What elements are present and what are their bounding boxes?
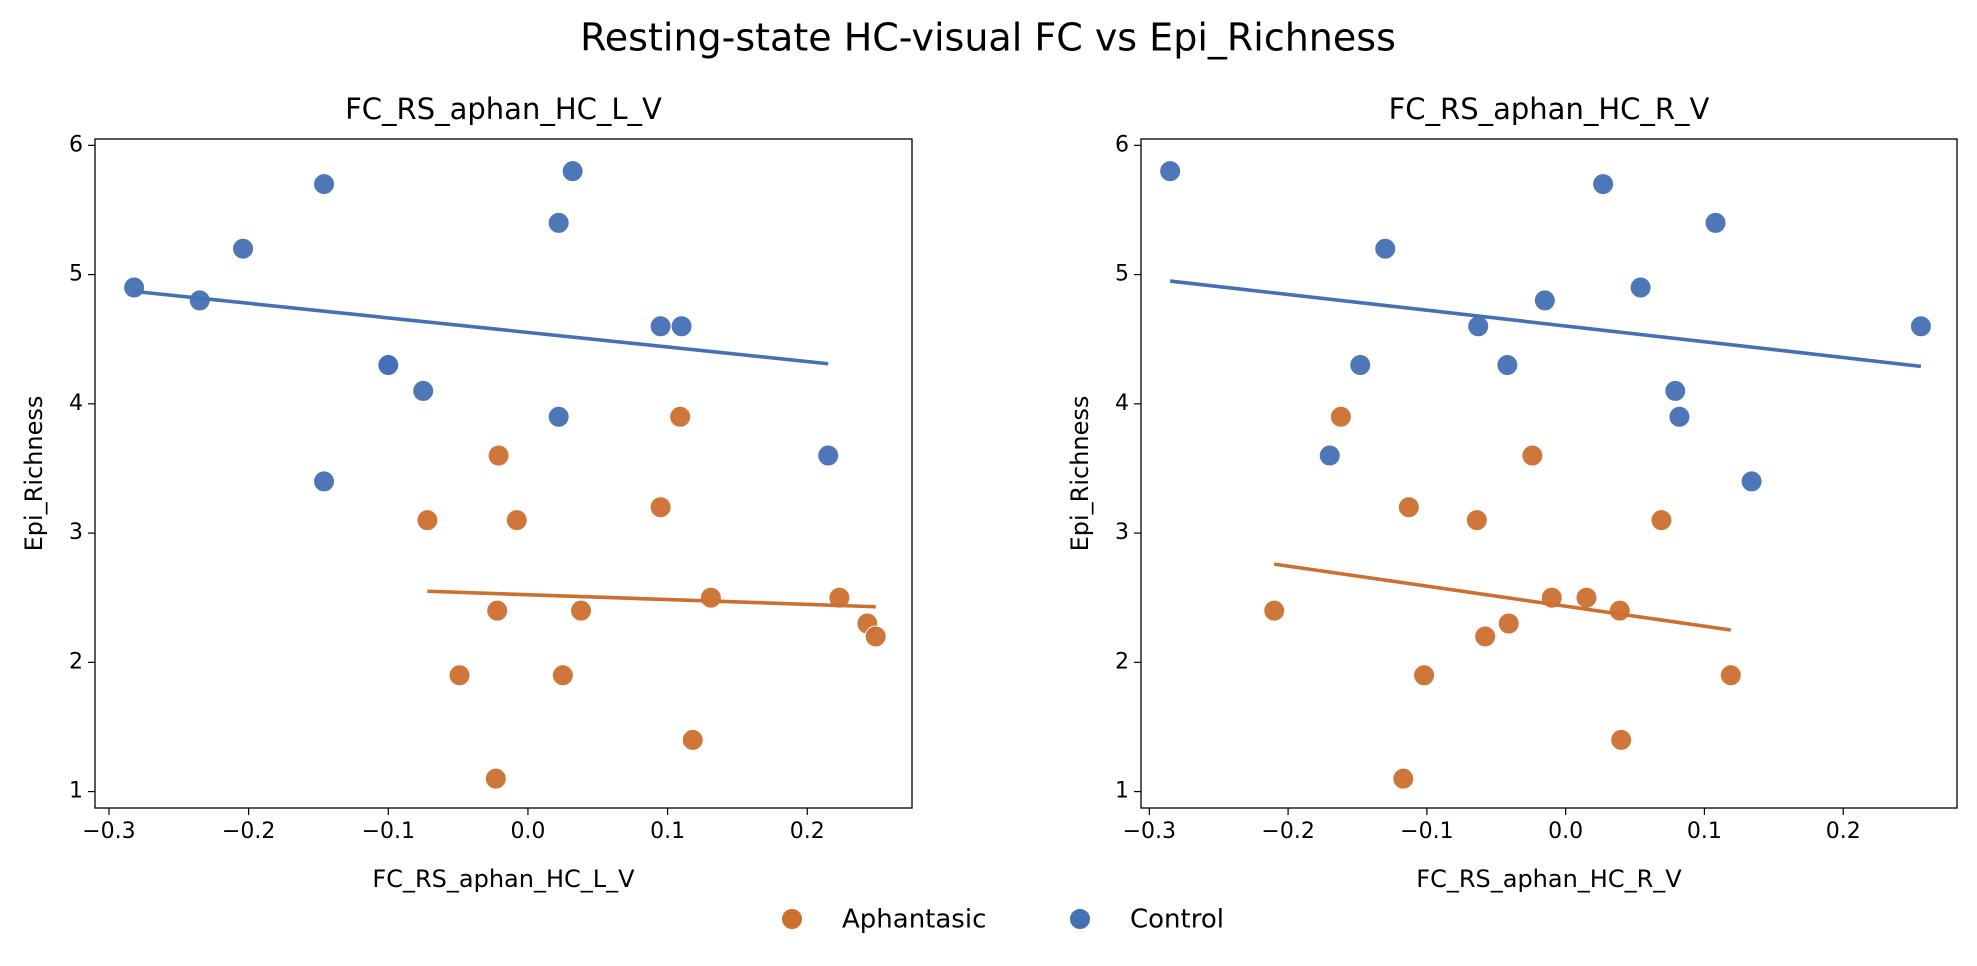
y-tick-label: 6 [69, 132, 83, 157]
regression-line [1273, 562, 1732, 632]
data-point [828, 586, 851, 609]
data-point [448, 664, 471, 687]
y-tick-label: 5 [1115, 262, 1129, 287]
data-point [313, 470, 336, 493]
data-point [486, 599, 509, 622]
subplot-title: FC_RS_aphan_HC_R_V [1389, 92, 1710, 126]
data-point [487, 444, 510, 467]
y-tick-label: 4 [69, 391, 83, 416]
x-axis-label: FC_RS_aphan_HC_L_V [372, 865, 635, 893]
data-point [1374, 237, 1397, 260]
x-tick-label: 0.1 [1687, 819, 1722, 844]
data-point [1909, 315, 1932, 338]
x-tick-label: 0.1 [650, 819, 685, 844]
y-tick-label: 1 [69, 779, 83, 804]
data-point [561, 160, 584, 183]
data-point [377, 354, 400, 377]
y-tick-label: 6 [1115, 132, 1129, 157]
data-point [1719, 664, 1742, 687]
data-point [1740, 470, 1763, 493]
y-tick-label: 1 [1115, 779, 1129, 804]
data-point [1629, 276, 1652, 299]
y-tick-label: 2 [69, 649, 83, 674]
data-point [1397, 496, 1420, 519]
data-point [1497, 612, 1520, 635]
data-point [313, 173, 336, 196]
x-tick-label: −0.3 [1123, 819, 1176, 844]
data-point [1610, 728, 1633, 751]
x-tick-label: 0.2 [790, 819, 825, 844]
data-point [1608, 599, 1631, 622]
data-point [484, 767, 507, 790]
figure-title: Resting-state HC-visual FC vs Epi_Richne… [580, 16, 1396, 60]
data-point [670, 315, 693, 338]
data-point [1349, 354, 1372, 377]
data-point [1263, 599, 1286, 622]
data-point [1413, 664, 1436, 687]
data-point [1704, 211, 1727, 234]
data-point [1664, 379, 1687, 402]
legend-label: Aphantasic [842, 905, 986, 935]
data-point [817, 444, 840, 467]
regression-line [427, 589, 876, 609]
legend-label: Control [1130, 905, 1224, 935]
data-point [547, 405, 570, 428]
x-tick-label: −0.2 [222, 819, 275, 844]
data-point [570, 599, 593, 622]
data-point [649, 496, 672, 519]
subplot-title: FC_RS_aphan_HC_L_V [345, 92, 662, 126]
data-point [1318, 444, 1341, 467]
regression-line [133, 289, 829, 366]
data-point [551, 664, 574, 687]
data-point [1575, 586, 1598, 609]
plot-frame [1140, 138, 1958, 809]
y-tick-label: 5 [69, 262, 83, 287]
regression-line [1169, 279, 1922, 369]
y-tick-label: 2 [1115, 649, 1129, 674]
subplot: FC_RS_aphan_HC_L_V FC_RS_aphan_HC_L_V Epi_… [20, 92, 913, 893]
x-tick-label: −0.1 [362, 819, 415, 844]
data-point [864, 625, 887, 648]
y-tick-label: 3 [1115, 520, 1129, 545]
data-point [547, 211, 570, 234]
data-point [1592, 173, 1615, 196]
data-point [1668, 405, 1691, 428]
x-tick-label: 0.2 [1826, 819, 1861, 844]
data-point [1474, 625, 1497, 648]
y-axis-label: Epi_Richness [1066, 396, 1094, 552]
data-point [699, 586, 722, 609]
data-point [1159, 160, 1182, 183]
data-point [1533, 289, 1556, 312]
data-point [1467, 315, 1490, 338]
data-point [649, 315, 672, 338]
x-axis-label: FC_RS_aphan_HC_R_V [1416, 865, 1682, 893]
data-point [416, 509, 439, 532]
x-tick-label: −0.1 [1400, 819, 1453, 844]
data-point [1329, 405, 1352, 428]
x-tick-label: −0.3 [82, 819, 135, 844]
plot-frame [94, 138, 913, 809]
data-point [412, 379, 435, 402]
data-point [1496, 354, 1519, 377]
data-point [505, 509, 528, 532]
data-point [232, 237, 255, 260]
legend-marker [781, 908, 803, 930]
x-tick-label: 0.0 [510, 819, 545, 844]
subplot: FC_RS_aphan_HC_R_V FC_RS_aphan_HC_R_V Epi_… [1066, 92, 1958, 893]
data-point [123, 276, 146, 299]
y-tick-label: 3 [69, 520, 83, 545]
data-point [1521, 444, 1544, 467]
data-point [669, 405, 692, 428]
legend-marker [1069, 908, 1091, 930]
y-tick-label: 4 [1115, 391, 1129, 416]
data-point [1650, 509, 1673, 532]
data-point [1392, 767, 1415, 790]
data-point [1465, 509, 1488, 532]
x-tick-label: −0.2 [1261, 819, 1314, 844]
x-tick-label: 0.0 [1548, 819, 1583, 844]
data-point [681, 728, 704, 751]
y-axis-label: Epi_Richness [20, 396, 48, 552]
